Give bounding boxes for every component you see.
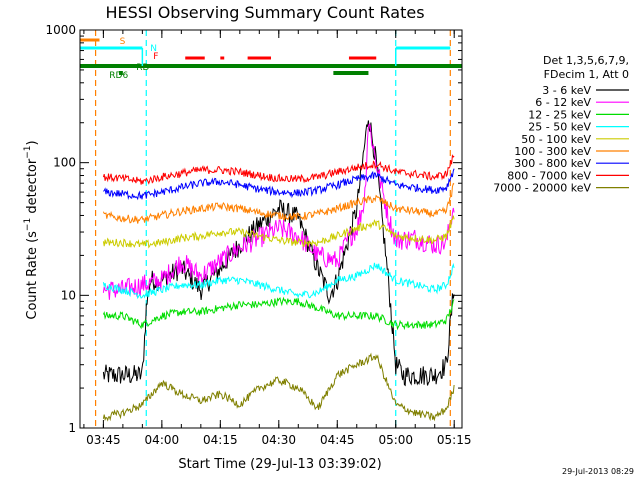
x-axis-label: Start Time (29-Jul-13 03:39:02) bbox=[178, 457, 381, 472]
series-line-0 bbox=[102, 120, 455, 387]
y-axis-label-exp2: −1 bbox=[23, 145, 33, 158]
y-tick-label-3: 1000 bbox=[45, 23, 76, 37]
x-tick-label-6: 05:15 bbox=[437, 433, 472, 447]
flag-label-f: F bbox=[153, 52, 158, 62]
series-line-3 bbox=[102, 262, 455, 300]
x-tick-label-4: 04:45 bbox=[320, 433, 355, 447]
legend-label-5: 100 - 300 keV bbox=[514, 145, 591, 158]
y-axis-label: Count Rate (s−1 detector−1) bbox=[23, 140, 40, 319]
legend-label-2: 12 - 25 keV bbox=[528, 108, 591, 121]
chart-title: HESSI Observing Summary Count Rates bbox=[105, 3, 424, 22]
y-tick-label-2: 100 bbox=[53, 156, 76, 170]
series-line-7 bbox=[102, 154, 455, 185]
plot-area: S NF RD RD6 1 10 100 1000 03:45 04:00 04:15 04:30 04… bbox=[45, 23, 471, 447]
svg-text:Count Rate (s−1 detector−1): Count Rate (s−1 detector−1) bbox=[23, 140, 40, 319]
flag-label-rd6: RD6 bbox=[109, 71, 128, 81]
plot-frame bbox=[79, 29, 463, 429]
x-tick-label-0: 03:45 bbox=[86, 433, 121, 447]
y-axis-label-mid: detector bbox=[25, 158, 40, 218]
legend-label-6: 300 - 800 keV bbox=[514, 157, 591, 170]
flag-label-s: S bbox=[120, 37, 126, 47]
series-line-5 bbox=[102, 182, 455, 224]
legend-label-3: 25 - 50 keV bbox=[528, 121, 591, 134]
legend-label-1: 6 - 12 keV bbox=[535, 96, 591, 109]
legend-label-0: 3 - 6 keV bbox=[542, 84, 591, 97]
x-tick-label-1: 04:00 bbox=[145, 433, 180, 447]
legend-label-7: 800 - 7000 keV bbox=[507, 169, 591, 182]
series-line-2 bbox=[102, 296, 455, 331]
x-tick-label-5: 05:00 bbox=[378, 433, 413, 447]
flag-label-rd: RD bbox=[136, 63, 149, 73]
y-axis-label-base: Count Rate (s bbox=[25, 231, 40, 320]
y-axis-label-exp1: −1 bbox=[23, 218, 33, 231]
legend: Det 1,3,5,6,7,9, FDecim 1, Att 0 3 - 6 k… bbox=[493, 54, 629, 195]
legend-label-8: 7000 - 20000 keV bbox=[493, 182, 591, 195]
series-line-8 bbox=[102, 352, 455, 422]
y-tick-label-0: 1 bbox=[68, 421, 76, 435]
legend-header-line-2: FDecim 1, Att 0 bbox=[544, 68, 629, 81]
y-tick-label-1: 10 bbox=[61, 288, 76, 302]
timestamp: 29-Jul-2013 08:29 bbox=[562, 467, 634, 476]
y-axis-label-end: ) bbox=[25, 140, 40, 145]
flag-label-n: N bbox=[150, 44, 157, 54]
x-tick-label-3: 04:30 bbox=[261, 433, 296, 447]
series-line-4 bbox=[102, 215, 455, 249]
series-line-6 bbox=[103, 168, 455, 201]
legend-label-4: 50 - 100 keV bbox=[521, 133, 591, 146]
legend-header-line-1: Det 1,3,5,6,7,9, bbox=[543, 54, 629, 67]
x-tick-label-2: 04:15 bbox=[203, 433, 238, 447]
